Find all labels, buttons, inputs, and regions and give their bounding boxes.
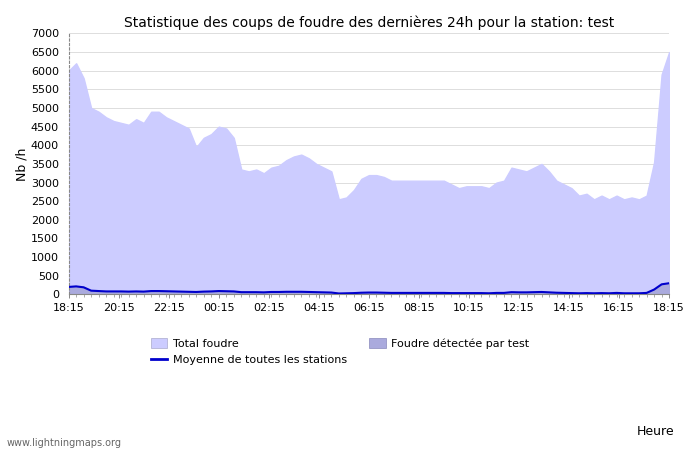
Text: www.lightningmaps.org: www.lightningmaps.org	[7, 438, 122, 448]
Title: Statistique des coups de foudre des dernières 24h pour la station: test: Statistique des coups de foudre des dern…	[124, 15, 614, 30]
Text: Heure: Heure	[637, 425, 675, 438]
Legend: Total foudre, Moyenne de toutes les stations, Foudre détectée par test: Total foudre, Moyenne de toutes les stat…	[146, 334, 534, 370]
Y-axis label: Nb /h: Nb /h	[15, 147, 28, 180]
